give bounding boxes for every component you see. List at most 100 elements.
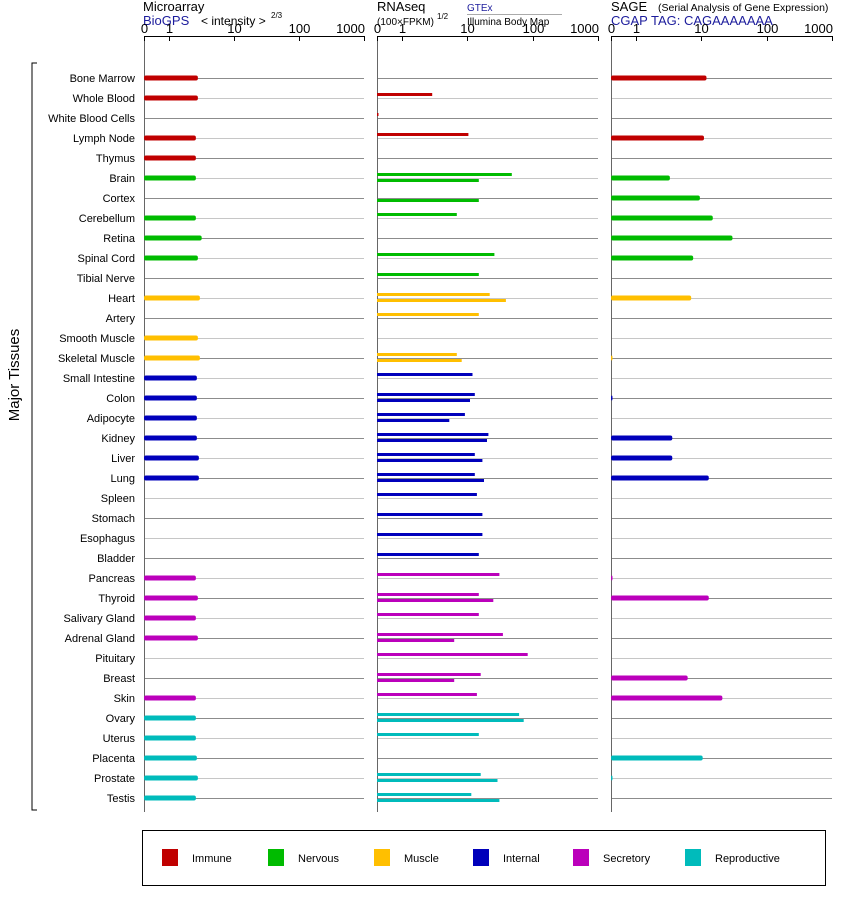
tissue-label-lung: Lung — [111, 473, 135, 485]
bar-rnaseq-gtex-white-blood-cells — [377, 113, 379, 116]
tissue-label-prostate: Prostate — [94, 773, 135, 785]
sage-tick-label-1000: 1000 — [804, 21, 833, 36]
tissue-label-retina: Retina — [103, 233, 136, 245]
bar-rnaseq-ibm-lung — [377, 479, 484, 482]
bar-sage-heart — [611, 295, 692, 301]
bar-sage-thyroid — [611, 595, 709, 601]
tissue-label-breast: Breast — [103, 673, 135, 685]
bar-sage-pancreas — [611, 575, 613, 581]
tissue-label-placenta: Placenta — [92, 753, 136, 765]
bar-rnaseq-ibm-liver — [377, 459, 483, 462]
bar-rnaseq-gtex-heart — [377, 293, 490, 296]
bar-rnaseq-ibm-colon — [377, 399, 470, 402]
tissue-label-esophagus: Esophagus — [80, 533, 136, 545]
sage-header: SAGE (Serial Analysis of Gene Expression… — [611, 0, 828, 28]
tissue-label-salivary-gland: Salivary Gland — [63, 613, 135, 625]
panel-axes: 0 1 10 100 1000 0 1 10 100 1000 0 1 10 100 1000 — [141, 21, 833, 812]
tissue-label-adipocyte: Adipocyte — [87, 413, 135, 425]
legend-label-nervous: Nervous — [298, 853, 339, 865]
legend-label-immune: Immune — [192, 853, 232, 865]
tissue-label-kidney: Kidney — [101, 433, 135, 445]
bar-rnaseq-gtex-pancreas — [377, 573, 500, 576]
bar-rnaseq-gtex-artery — [377, 313, 479, 316]
bar-rnaseq-gtex-brain — [377, 173, 512, 176]
tissue-label-smooth-muscle: Smooth Muscle — [59, 333, 135, 345]
tissue-label-artery: Artery — [106, 313, 136, 325]
sage-subtitle: (Serial Analysis of Gene Expression) — [658, 2, 828, 14]
tissue-label-ovary: Ovary — [106, 713, 136, 725]
tissue-label-white-blood-cells: White Blood Cells — [48, 113, 135, 125]
bar-microarray-whole-blood — [144, 95, 198, 101]
bar-rnaseq-ibm-skeletal-muscle — [377, 359, 462, 362]
rnaseq-tick-label-1: 1 — [399, 21, 406, 36]
rnaseq-unit: (100×FPKM) — [377, 17, 434, 28]
bar-rnaseq-ibm-cortex — [377, 199, 479, 202]
bar-rnaseq-gtex-esophagus — [377, 533, 483, 536]
sage-tick-label-100: 100 — [757, 21, 779, 36]
legend-swatch-reproductive — [685, 849, 701, 866]
microarray-source: BioGPS — [143, 13, 190, 28]
row-group-bracket: Major Tissues — [6, 62, 37, 811]
bar-rnaseq-ibm-adrenal-gland — [377, 639, 455, 642]
bar-rnaseq-ibm-ovary — [377, 719, 524, 722]
bar-microarray-ovary — [144, 715, 196, 721]
bar-rnaseq-gtex-bladder — [377, 553, 479, 556]
sage-tag: CGAP TAG: CAGAAAAAAA — [611, 13, 773, 28]
tissue-label-whole-blood: Whole Blood — [73, 93, 135, 105]
tissue-label-skin: Skin — [114, 693, 135, 705]
tissue-label-thyroid: Thyroid — [98, 593, 135, 605]
microarray-tick-label-1: 1 — [166, 21, 173, 36]
bar-microarray-skin — [144, 695, 196, 701]
legend-label-reproductive: Reproductive — [715, 853, 780, 865]
bar-rnaseq-gtex-salivary-gland — [377, 613, 479, 616]
bar-microarray-lymph-node — [144, 135, 196, 141]
legend-swatch-secretory — [573, 849, 589, 866]
bar-microarray-small-intestine — [144, 375, 197, 381]
expression-bars — [144, 75, 733, 802]
bar-sage-lung — [611, 475, 709, 481]
tissue-label-lymph-node: Lymph Node — [73, 133, 135, 145]
bar-rnaseq-gtex-adrenal-gland — [377, 633, 503, 636]
bar-sage-skin — [611, 695, 723, 701]
bar-sage-skeletal-muscle — [611, 355, 613, 361]
row-group-label: Major Tissues — [6, 329, 23, 422]
rnaseq-title: RNAseq — [377, 0, 425, 14]
bar-rnaseq-ibm-adipocyte — [377, 419, 450, 422]
tissue-label-cerebellum: Cerebellum — [79, 213, 135, 225]
microarray-title: Microarray — [143, 0, 205, 14]
bar-microarray-adipocyte — [144, 415, 197, 421]
tissue-label-skeletal-muscle: Skeletal Muscle — [58, 353, 135, 365]
tissue-label-colon: Colon — [106, 393, 135, 405]
bar-sage-colon — [611, 395, 613, 401]
legend-label-muscle: Muscle — [404, 853, 439, 865]
bar-sage-brain — [611, 175, 670, 181]
tissue-label-heart: Heart — [108, 293, 135, 305]
bar-microarray-skeletal-muscle — [144, 355, 200, 361]
tissue-label-pituitary: Pituitary — [95, 653, 135, 665]
tissue-label-uterus: Uterus — [103, 733, 136, 745]
legend-swatch-immune — [162, 849, 178, 866]
tissue-label-adrenal-gland: Adrenal Gland — [65, 633, 135, 645]
bar-rnaseq-gtex-kidney — [377, 433, 489, 436]
bar-microarray-thymus — [144, 155, 196, 161]
bar-microarray-uterus — [144, 735, 196, 741]
bar-rnaseq-ibm-breast — [377, 679, 455, 682]
bar-rnaseq-gtex-whole-blood — [377, 93, 433, 96]
bar-rnaseq-gtex-spleen — [377, 493, 477, 496]
rnaseq-source-gtex: GTEx — [467, 3, 493, 14]
rnaseq-tick-label-0: 0 — [374, 21, 381, 36]
legend-items: Immune Nervous Muscle Internal Secretory Repr… — [162, 849, 780, 866]
bar-microarray-lung — [144, 475, 199, 481]
microarray-tick-label-10: 10 — [227, 21, 241, 36]
legend: Immune Nervous Muscle Internal Secretory Repr… — [142, 830, 826, 886]
microarray-scale-label: < intensity > — [201, 14, 266, 28]
microarray-header: Microarray BioGPS < intensity > 2/3 — [143, 0, 283, 28]
bar-rnaseq-gtex-ovary — [377, 713, 520, 716]
bar-microarray-testis — [144, 795, 196, 801]
bar-sage-spinal-cord — [611, 255, 694, 261]
bar-rnaseq-gtex-testis — [377, 793, 472, 796]
bar-microarray-pancreas — [144, 575, 196, 581]
bar-rnaseq-gtex-pituitary — [377, 653, 528, 656]
tissue-label-bone-marrow: Bone Marrow — [70, 73, 135, 85]
